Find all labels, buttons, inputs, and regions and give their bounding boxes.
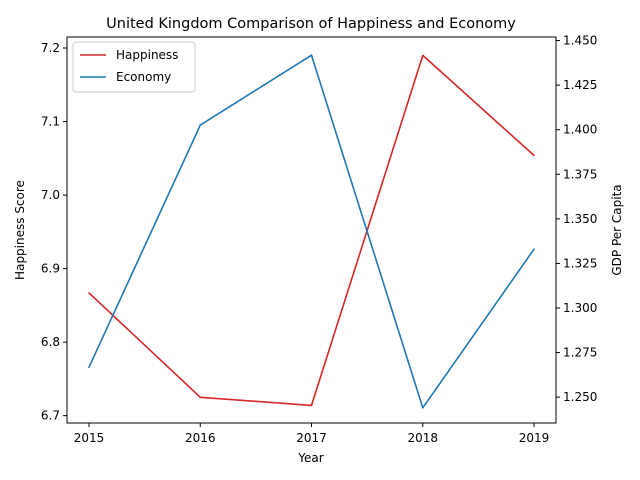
left-y-tick-label: 6.8	[41, 335, 60, 349]
x-tick-label: 2015	[74, 431, 105, 445]
right-y-tick-label: 1.275	[563, 346, 597, 360]
data-point-economy	[533, 248, 535, 250]
x-axis: 2015 2016 2017 2018 2019	[74, 423, 550, 445]
right-y-tick-label: 1.450	[563, 34, 597, 48]
x-axis-label: Year	[297, 451, 323, 465]
left-y-tick-label: 6.9	[41, 262, 60, 276]
right-y-tick-label: 1.350	[563, 212, 597, 226]
left-y-axis-label: Happiness Score	[13, 180, 27, 280]
right-y-tick-label: 1.375	[563, 167, 597, 181]
chart-title: United Kingdom Comparison of Happiness a…	[106, 16, 516, 32]
series-line-happiness	[88, 54, 535, 407]
left-y-tick-label: 7.1	[41, 115, 60, 129]
left-y-tick-label: 7.2	[41, 41, 60, 55]
data-point-happiness	[421, 54, 424, 57]
right-y-tick-label: 1.400	[563, 123, 597, 137]
left-y-axis: 6.7 6.8 6.9 7.0 7.1 7.2	[41, 41, 67, 423]
x-tick-label: 2016	[185, 431, 216, 445]
right-y-tick-label: 1.425	[563, 78, 597, 92]
x-tick-label: 2017	[296, 431, 327, 445]
right-y-axis: 1.250 1.275 1.300 1.325 1.350 1.375 1.400 1.425…	[556, 34, 597, 404]
legend-label-happiness: Happiness	[116, 48, 178, 62]
data-point-economy	[199, 124, 202, 126]
plot-frame	[66, 36, 557, 424]
x-tick-label: 2018	[407, 431, 438, 445]
data-point-economy	[310, 54, 313, 56]
series-lines	[88, 54, 535, 409]
data-point-happiness	[533, 154, 535, 157]
x-tick-label: 2019	[519, 431, 550, 445]
data-point-happiness	[310, 404, 313, 407]
data-point-happiness	[88, 292, 90, 294]
legend-label-economy: Economy	[116, 70, 171, 84]
data-point-happiness	[199, 396, 202, 399]
right-y-tick-label: 1.325	[563, 256, 597, 270]
left-y-tick-label: 6.7	[41, 409, 60, 423]
legend: Happiness Economy	[72, 41, 196, 93]
right-y-axis-label: GDP Per Capita	[610, 184, 624, 275]
left-y-tick-label: 7.0	[41, 188, 60, 202]
right-y-tick-label: 1.300	[563, 301, 597, 315]
right-y-tick-label: 1.250	[563, 390, 597, 404]
data-point-economy	[88, 366, 90, 368]
data-point-economy	[421, 407, 424, 409]
